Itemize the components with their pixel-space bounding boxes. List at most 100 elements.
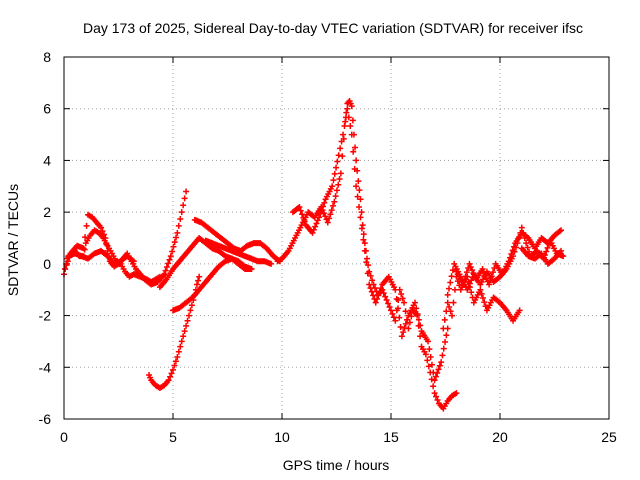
data-point <box>466 280 473 287</box>
data-point <box>399 295 406 302</box>
data-point <box>353 183 360 190</box>
data-point <box>355 178 362 185</box>
x-tick-label: 0 <box>60 429 68 445</box>
data-point <box>441 316 448 323</box>
data-point <box>482 272 489 279</box>
data-point <box>467 263 474 270</box>
data-point <box>171 239 178 246</box>
data-point <box>173 234 180 241</box>
data-point <box>449 267 456 274</box>
y-tick-label: 0 <box>43 256 51 272</box>
data-point <box>465 283 472 290</box>
data-point <box>166 256 173 263</box>
data-point <box>318 207 325 214</box>
data-point <box>451 286 458 293</box>
data-point <box>427 353 434 360</box>
data-point <box>442 338 449 345</box>
data-point <box>425 363 432 370</box>
data-point <box>368 288 375 295</box>
data-point <box>453 390 460 397</box>
data-point <box>397 323 404 330</box>
data-point <box>383 297 390 304</box>
data-point <box>332 193 339 200</box>
data-point <box>377 285 384 292</box>
data-point <box>422 351 429 358</box>
data-point <box>424 357 431 364</box>
data-point <box>348 103 355 110</box>
series-trace-8 <box>202 237 275 267</box>
data-point <box>100 231 107 238</box>
data-point <box>333 187 340 194</box>
data-point <box>341 122 348 129</box>
data-point <box>64 258 71 265</box>
data-point <box>507 254 514 261</box>
data-point <box>386 303 393 310</box>
data-point <box>468 289 475 296</box>
data-point <box>354 193 361 200</box>
series-trace-6 <box>170 255 255 314</box>
data-point <box>431 377 438 384</box>
data-point <box>168 370 175 377</box>
data-point <box>434 397 441 404</box>
data-point <box>330 177 337 184</box>
data-point <box>361 240 368 247</box>
data-point <box>374 296 381 303</box>
data-point <box>338 138 345 145</box>
data-point <box>365 262 372 269</box>
data-point <box>444 291 451 298</box>
data-point <box>400 329 407 336</box>
data-point <box>165 377 172 384</box>
data-point <box>372 299 379 306</box>
data-point <box>480 269 487 276</box>
data-point <box>428 361 435 368</box>
data-point <box>477 286 484 293</box>
data-point <box>316 214 323 221</box>
data-point <box>345 114 352 121</box>
data-point <box>523 240 530 247</box>
data-point <box>402 320 409 327</box>
data-point <box>178 338 185 345</box>
data-point <box>331 198 338 205</box>
data-point <box>414 311 421 318</box>
data-point <box>339 153 346 160</box>
y-tick-label: -4 <box>39 359 52 375</box>
data-point <box>80 245 87 252</box>
data-point <box>358 225 365 232</box>
data-point <box>449 312 456 319</box>
data-point <box>434 369 441 376</box>
data-point <box>470 270 477 277</box>
data-point <box>462 273 469 280</box>
y-axis-label: SDTVAR / TECUs <box>5 184 21 296</box>
data-point <box>435 366 442 373</box>
data-point <box>558 227 565 234</box>
data-point <box>169 248 176 255</box>
data-point <box>171 362 178 369</box>
data-point <box>333 164 340 171</box>
data-point <box>102 235 109 241</box>
data-point <box>301 218 308 225</box>
data-point <box>353 157 360 164</box>
data-point <box>417 322 424 329</box>
data-point <box>177 216 184 223</box>
data-point <box>130 258 137 265</box>
data-point <box>370 292 377 299</box>
data-point <box>195 277 202 284</box>
data-point <box>98 224 105 231</box>
data-point <box>394 305 401 312</box>
data-point <box>509 247 516 254</box>
data-point <box>181 328 188 335</box>
series-trace-13 <box>453 227 565 288</box>
data-point <box>411 299 418 306</box>
data-point <box>313 220 320 227</box>
data-point <box>337 145 344 152</box>
data-point <box>398 291 405 298</box>
data-point <box>469 267 476 274</box>
data-point <box>335 152 342 159</box>
data-point <box>431 390 438 397</box>
data-point <box>196 273 203 280</box>
data-point <box>356 187 363 194</box>
data-point <box>448 273 455 280</box>
data-point <box>459 281 466 288</box>
axis-ticks: 0 5 10 15 20 25 -6 -4 -2 0 2 4 6 8 <box>39 49 617 445</box>
data-point <box>297 207 304 214</box>
